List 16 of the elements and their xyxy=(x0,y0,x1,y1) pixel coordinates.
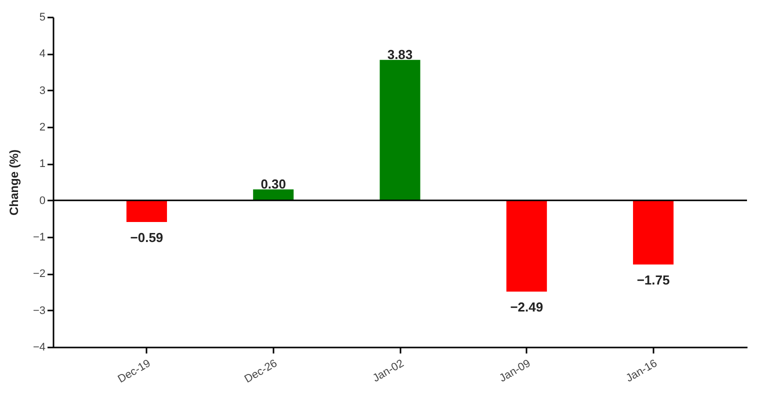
y-tick-label: 1 xyxy=(39,158,46,170)
y-tick-label: −4 xyxy=(32,342,46,354)
data-label: 0.30 xyxy=(260,176,286,192)
y-tick-label: 2 xyxy=(39,122,46,134)
y-tick-label: 0 xyxy=(39,194,46,207)
y-axis-title: Change (%) xyxy=(6,149,21,216)
data-label: −1.75 xyxy=(636,272,670,288)
data-label: −0.59 xyxy=(130,230,164,245)
y-tick-label: −2 xyxy=(32,268,46,280)
y-tick-label: −3 xyxy=(32,304,46,317)
y-tick-label: −1 xyxy=(32,232,46,244)
data-label: 3.83 xyxy=(387,46,413,62)
y-tick-label: 4 xyxy=(39,48,46,60)
y-tick-label: 5 xyxy=(39,12,46,24)
y-tick-label: 3 xyxy=(39,84,46,97)
data-label: −2.49 xyxy=(510,300,544,315)
